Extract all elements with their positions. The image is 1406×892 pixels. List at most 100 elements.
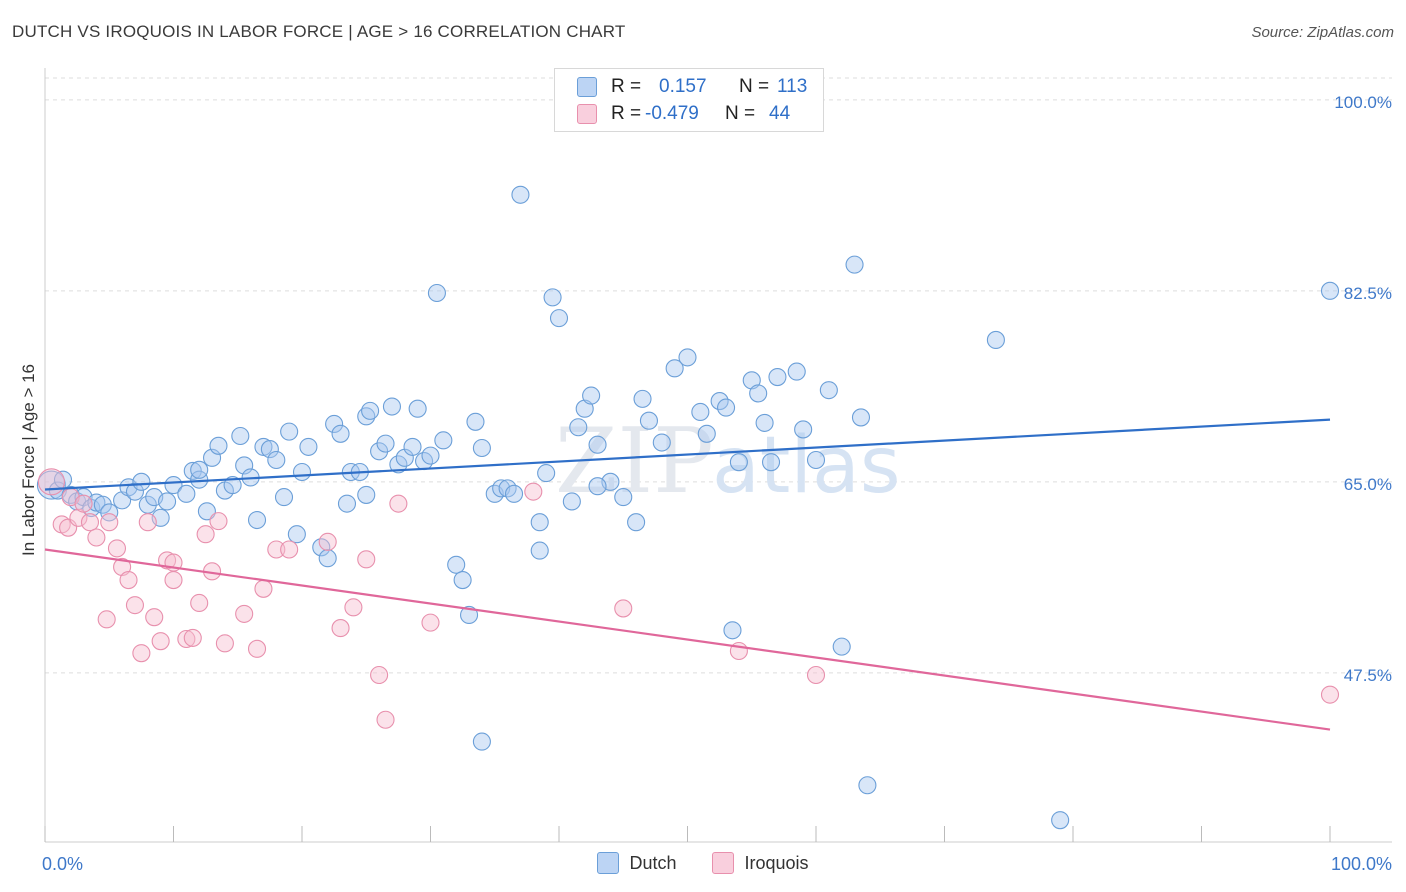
dutch-point-111 — [357, 485, 376, 504]
dutch-point-22 — [197, 502, 216, 521]
iroquois-point-17 — [151, 632, 170, 651]
dutch-point-104 — [858, 776, 877, 795]
dutch-point-99 — [806, 450, 826, 470]
iroquois-point-30 — [267, 540, 286, 559]
dutch-n-label: N = — [739, 76, 770, 97]
dutch-point-41 — [325, 414, 344, 434]
dutch-point-90 — [723, 621, 742, 640]
iroquois-point-36 — [370, 665, 389, 685]
axes — [44, 68, 1392, 843]
dutch-point-98 — [794, 420, 813, 439]
legend-iroquois-label: Iroquois — [744, 852, 809, 873]
dutch-point-57 — [427, 283, 446, 303]
dutch-point-81 — [633, 389, 652, 408]
dutch-point-30 — [247, 510, 267, 530]
legend-item-dutch: Dutch — [597, 852, 676, 874]
dutch-point-67 — [504, 484, 524, 503]
iroquois-point-37 — [376, 710, 395, 729]
iroquois-n-value: 44 — [769, 103, 791, 124]
dutch-point-42 — [331, 424, 350, 443]
dutch-point-88 — [710, 392, 729, 411]
dutch-point-97 — [787, 362, 806, 381]
iroquois-point-29 — [254, 579, 273, 598]
dutch-point-79 — [614, 488, 633, 507]
dutch-point-50 — [382, 397, 402, 416]
iroquois-r-value: -0.479 — [645, 103, 699, 124]
iroquois-point-15 — [138, 513, 157, 532]
iroquois-n-label: N = — [725, 103, 756, 124]
dutch-point-32 — [260, 440, 279, 459]
dutch-point-36 — [287, 525, 306, 544]
dutch-point-12 — [125, 482, 144, 501]
dutch-trend-line — [44, 418, 1331, 491]
iroquois-point-16 — [145, 608, 164, 627]
dutch-point-102 — [845, 255, 864, 274]
iroquois-point-6 — [80, 513, 100, 532]
dutch-point-83 — [652, 433, 671, 452]
legend-row-iroquois: R = -0.479 N = 44 — [577, 102, 809, 126]
legend-dutch-label: Dutch — [629, 852, 677, 873]
dutch-point-84 — [665, 359, 684, 378]
y-tick-label-1: 65.0% — [1344, 475, 1392, 494]
iroquois-point-23 — [196, 525, 215, 544]
dutch-point-85 — [678, 348, 697, 367]
dutch-point-77 — [588, 435, 607, 454]
iroquois-point-43 — [806, 665, 826, 685]
axis-labels: 47.5% 65.0% 82.5% 100.0% 0.0% 100.0% In Labor … — [19, 93, 1392, 874]
iroquois-point-10 — [107, 539, 127, 558]
dutch-point-63 — [472, 438, 491, 458]
dutch-point-59 — [447, 555, 466, 574]
dutch-point-94 — [755, 413, 774, 432]
iroquois-point-12 — [119, 571, 138, 590]
dutch-point-33 — [267, 450, 286, 470]
dutch-point-96 — [768, 368, 787, 387]
dutch-n-value: 113 — [777, 76, 808, 97]
dutch-point-74 — [569, 418, 588, 437]
dutch-point-76 — [582, 386, 601, 405]
iroquois-point-38 — [389, 494, 408, 513]
dutch-point-56 — [421, 446, 440, 465]
dutch-r-value: 0.157 — [659, 76, 707, 97]
iroquois-point-32 — [318, 532, 337, 551]
watermark-atlas: atlas — [712, 421, 901, 511]
dutch-point-70 — [537, 464, 556, 483]
dutch-point-89 — [716, 398, 736, 417]
dutch-point-60 — [453, 571, 472, 590]
trend-lines — [44, 418, 1331, 731]
stats-legend: R = 0.157 N = 113 R = -0.479 N = 44 — [554, 68, 824, 132]
y-tick-label-3: 100.0% — [1334, 93, 1392, 112]
dutch-point-10 — [113, 491, 132, 510]
dutch-point-107 — [1320, 281, 1340, 300]
iroquois-point-13 — [125, 596, 144, 615]
iroquois-point-0 — [37, 468, 65, 496]
legend-dutch-swatch — [597, 852, 620, 874]
y-tick-label-2: 82.5% — [1344, 284, 1392, 303]
dutch-point-87 — [697, 424, 716, 443]
iroquois-trend-line — [44, 548, 1331, 731]
dutch-swatch — [577, 77, 597, 97]
dutch-point-112 — [530, 513, 549, 532]
legend-row-dutch: R = 0.157 N = 113 — [577, 75, 817, 99]
dutch-point-71 — [543, 288, 562, 307]
iroquois-point-9 — [100, 513, 119, 532]
dutch-point-34 — [274, 488, 294, 507]
dutch-points — [36, 185, 1340, 830]
dutch-point-73 — [562, 492, 581, 511]
dutch-point-72 — [549, 309, 569, 328]
dutch-point-8 — [93, 495, 112, 514]
dutch-point-100 — [819, 381, 838, 400]
dutch-point-13 — [132, 472, 151, 491]
dutch-point-109 — [588, 477, 607, 496]
dutch-point-48 — [370, 442, 389, 461]
dutch-point-53 — [403, 437, 422, 456]
x-tick-label-1: 100.0% — [1331, 854, 1392, 874]
dutch-point-62 — [466, 412, 485, 431]
iroquois-point-22 — [190, 593, 209, 613]
iroquois-point-26 — [215, 634, 234, 653]
dutch-point-58 — [434, 431, 453, 450]
watermark-zip: ZIP — [555, 409, 714, 514]
dutch-point-49 — [376, 434, 395, 453]
legend-iroquois-swatch — [712, 852, 735, 874]
iroquois-r-label: R = — [611, 103, 642, 124]
